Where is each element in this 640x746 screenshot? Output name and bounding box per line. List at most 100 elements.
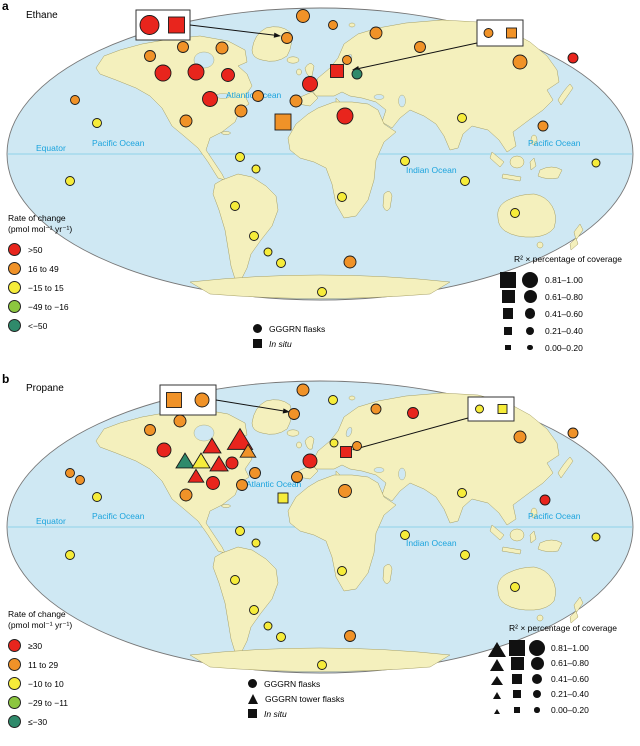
circle-glyph-icon [534, 707, 540, 713]
size-legend-cell [527, 707, 547, 713]
rate-legend-units: (pmol mol⁻¹ yr⁻¹) [8, 620, 73, 630]
triangle-glyph-icon [491, 673, 503, 685]
size-legend-cell [497, 344, 519, 351]
size-legend-cell [487, 656, 507, 671]
size-legend-cell [519, 290, 541, 303]
rate-legend-label: <−50 [28, 320, 48, 331]
rate-legend-item: 16 to 49 [8, 259, 72, 278]
panel-ethane: a Ethane Equator Pacific Ocean Atlantic … [2, 0, 639, 356]
size-legend-label: 0.21–0.40 [545, 325, 583, 336]
size-legend-row: 0.81–1.00 [497, 271, 639, 288]
size-legend-cell [487, 673, 507, 685]
rate-legend-swatch [8, 677, 21, 690]
size-legend-cell [507, 690, 527, 699]
size-legend-cell [527, 673, 547, 684]
rate-legend-label: ≥30 [28, 640, 43, 651]
rate-of-change-legend: Rate of change (pmol mol⁻¹ yr⁻¹) >50 16 t… [8, 213, 72, 335]
circle-glyph-icon [253, 324, 262, 333]
marker-type-legend: GGGRN flasks GGGRN tower flasks In situ [248, 676, 344, 721]
rate-legend-item: −15 to 15 [8, 278, 72, 297]
ocean-label-indian: Indian Ocean [406, 165, 457, 175]
rate-legend-label: −29 to −11 [28, 697, 69, 708]
equator-label: Equator [36, 516, 66, 526]
circle-glyph-icon [530, 656, 544, 670]
ocean-label-pacific-left: Pacific Ocean [92, 138, 145, 148]
rate-legend-label: −15 to 15 [28, 282, 64, 293]
square-glyph-icon [509, 639, 525, 656]
triangle-glyph-icon [494, 706, 500, 714]
size-legend-label: 0.41–0.60 [545, 308, 583, 319]
triangle-glyph-icon [490, 656, 504, 671]
equator-label: Equator [36, 143, 66, 153]
rate-legend-swatch [8, 639, 21, 652]
square-glyph-icon [500, 271, 516, 288]
rate-legend-label: ≤−30 [28, 716, 48, 727]
size-legend-label: 0.21–0.40 [551, 689, 589, 700]
circle-glyph-icon [529, 639, 545, 656]
rate-legend-swatch [8, 281, 21, 294]
square-glyph-icon [510, 656, 524, 670]
circle-glyph-icon [524, 308, 536, 319]
size-legend-row: 0.00–0.20 [497, 339, 639, 356]
size-legend-cell [507, 639, 527, 656]
size-legend-cell [507, 707, 527, 713]
rate-legend-title: Rate of change [8, 213, 66, 223]
rate-legend-swatch [8, 715, 21, 728]
rate-legend-swatch [8, 696, 21, 709]
rate-legend-item: 11 to 29 [8, 655, 72, 674]
panel-label-a: a [2, 0, 9, 13]
square-glyph-icon [248, 709, 257, 718]
circle-glyph-icon [526, 326, 534, 335]
rate-legend-units: (pmol mol⁻¹ yr⁻¹) [8, 224, 73, 234]
rate-legend-swatch [8, 262, 21, 275]
size-legend-title: R² × percentage of coverage [514, 254, 622, 264]
ocean-label-atlantic: Atlantic Ocean [246, 479, 302, 489]
type-legend-label: In situ [269, 338, 292, 349]
circle-glyph-icon [527, 344, 533, 351]
size-legend-row: 0.61–0.80 [497, 288, 639, 305]
type-legend-item: GGGRN flasks [253, 321, 325, 336]
ocean-label-pacific-left: Pacific Ocean [92, 511, 145, 521]
triangle-glyph-icon [248, 693, 258, 704]
type-legend-item: GGGRN flasks [248, 676, 344, 691]
size-legend-label: 0.00–0.20 [551, 704, 589, 715]
type-legend-item: In situ [248, 706, 344, 721]
rate-legend-swatch [8, 243, 21, 256]
size-legend-row: 0.41–0.60 [497, 305, 639, 322]
triangle-glyph-icon [488, 639, 506, 657]
type-legend-label: GGGRN tower flasks [265, 693, 345, 704]
marker-size-legend: R² × percentage of coverage 0.81–1.00 0.6… [497, 254, 639, 356]
square-glyph-icon [504, 326, 512, 335]
circle-glyph-icon [522, 271, 538, 288]
size-legend-cell [519, 344, 541, 351]
marker-type-legend: GGGRN flasks In situ [253, 321, 325, 351]
size-legend-cell [487, 706, 507, 714]
rate-legend-item: ≤−30 [8, 712, 72, 731]
ocean-label-indian: Indian Ocean [406, 538, 457, 548]
rate-legend-label: >50 [28, 244, 43, 255]
size-legend-cell [497, 271, 519, 288]
ocean-label-atlantic: Atlantic Ocean [226, 90, 282, 100]
size-legend-row: 0.21–0.40 [497, 322, 639, 339]
square-glyph-icon [514, 707, 520, 713]
type-legend-label: In situ [264, 708, 287, 719]
panel-label-b: b [2, 373, 10, 386]
size-legend-label: 0.81–1.00 [551, 642, 589, 653]
size-legend-row: 0.81–1.00 [487, 639, 639, 657]
square-glyph-icon [513, 690, 521, 699]
ocean-label-pacific-right: Pacific Ocean [528, 511, 581, 521]
square-glyph-icon [505, 344, 511, 351]
marker-size-legend: R² × percentage of coverage 0.81–1.00 0.6… [487, 623, 639, 718]
type-legend-label: GGGRN flasks [264, 678, 321, 689]
square-glyph-icon [253, 339, 262, 348]
size-legend-cell [507, 673, 527, 684]
size-legend-row: 0.00–0.20 [487, 702, 639, 718]
rate-legend-title: Rate of change [8, 609, 66, 619]
rate-legend-item: ≥30 [8, 636, 72, 655]
square-glyph-icon [501, 290, 515, 303]
type-legend-item: GGGRN tower flasks [248, 691, 344, 706]
rate-legend-items: ≥30 11 to 29 −10 to 10 −29 to −11 ≤−30 [8, 636, 72, 731]
rate-legend-item: <−50 [8, 316, 72, 335]
size-legend-rows: 0.81–1.00 0.61–0.80 0.41–0.60 0.21–0.40 0.00… [497, 271, 639, 356]
rate-legend-item: >50 [8, 240, 72, 259]
